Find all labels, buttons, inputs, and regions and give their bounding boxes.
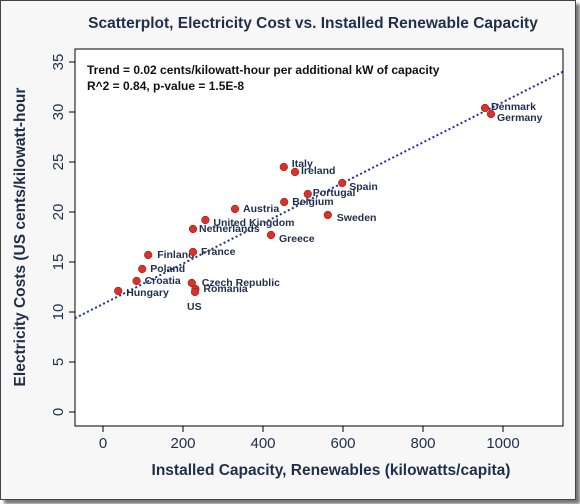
trend-annotation: Trend = 0.02 cents/kilowatt-hour per add… xyxy=(87,63,440,93)
point-finland xyxy=(144,250,153,260)
point-label-romania: Romania xyxy=(203,283,248,295)
plot-area xyxy=(74,48,564,427)
x-tick-label: 400 xyxy=(250,435,275,452)
point-austria xyxy=(230,204,240,214)
point-label-czech-republic: Czech Republic xyxy=(202,277,280,289)
point-label-ireland: Ireland xyxy=(301,165,335,177)
point-label-denmark: Denmark xyxy=(491,101,536,113)
point-label-hungary: Hungary xyxy=(126,287,169,299)
point-spain xyxy=(338,178,347,188)
x-tick-label: 600 xyxy=(330,435,355,452)
point-croatia xyxy=(132,276,141,286)
point-ireland xyxy=(290,167,300,177)
point-label-france: France xyxy=(201,246,236,258)
point-united-kingdom xyxy=(201,215,210,225)
x-tick-label: 0 xyxy=(99,435,107,452)
point-label-finland: Finland xyxy=(157,249,194,261)
y-tick-label: 0 xyxy=(50,408,67,416)
point-hungary xyxy=(114,286,123,296)
point-portugal xyxy=(303,189,312,199)
point-label-italy: Italy xyxy=(292,158,313,170)
point-label-poland: Poland xyxy=(150,263,185,275)
point-netherlands xyxy=(188,224,198,234)
point-poland xyxy=(138,264,147,274)
y-tick-label: 35 xyxy=(50,54,67,71)
point-italy xyxy=(279,162,288,172)
y-tick-label: 20 xyxy=(50,204,67,221)
point-label-sweden: Sweden xyxy=(337,212,377,224)
trend-annotation-line-1: Trend = 0.02 cents/kilowatt-hour per add… xyxy=(87,63,440,77)
x-tick-label: 800 xyxy=(410,435,435,452)
y-tick-label: 10 xyxy=(50,304,67,321)
x-tick-label: 200 xyxy=(170,435,195,452)
point-label-netherlands: Netherlands xyxy=(199,223,260,235)
point-label-austria: Austria xyxy=(243,203,279,215)
y-tick-label: 15 xyxy=(50,254,67,271)
point-label-germany: Germany xyxy=(497,112,543,124)
point-denmark xyxy=(480,103,490,113)
scatter-chart: Scatterplot, Electricity Cost vs. Instal… xyxy=(12,15,564,479)
point-greece xyxy=(266,230,276,240)
point-france xyxy=(188,247,198,257)
y-tick-label: 30 xyxy=(50,104,67,121)
point-label-croatia: Croatia xyxy=(145,275,181,287)
point-sweden xyxy=(323,210,332,220)
trend-line xyxy=(74,70,564,320)
point-label-spain: Spain xyxy=(349,181,378,193)
point-us xyxy=(190,287,200,297)
chart-title: Scatterplot, Electricity Cost vs. Instal… xyxy=(88,15,538,32)
y-tick-label: 25 xyxy=(50,154,67,171)
x-tick-label: 1000 xyxy=(486,435,519,452)
point-label-greece: Greece xyxy=(279,233,315,245)
y-axis-title: Electricity Costs (US cents/kilowatt-hou… xyxy=(12,88,29,387)
point-belgium xyxy=(280,197,289,207)
point-label-us: US xyxy=(187,301,202,313)
y-tick-label: 5 xyxy=(50,358,67,366)
point-label-belgium: Belgium xyxy=(292,196,333,208)
x-axis-title: Installed Capacity, Renewables (kilowatt… xyxy=(152,462,511,479)
point-czech-republic xyxy=(187,278,196,288)
point-germany xyxy=(486,109,496,119)
point-label-united-kingdom: United Kingdom xyxy=(213,217,294,229)
trend-annotation-line-2: R^2 = 0.84, p-value = 1.5E-8 xyxy=(87,79,244,93)
point-label-portugal: Portugal xyxy=(313,187,356,199)
chart-axes: 0 200 400 600 800 1000 0 5 10 15 20 25 30 35 xyxy=(50,54,520,452)
